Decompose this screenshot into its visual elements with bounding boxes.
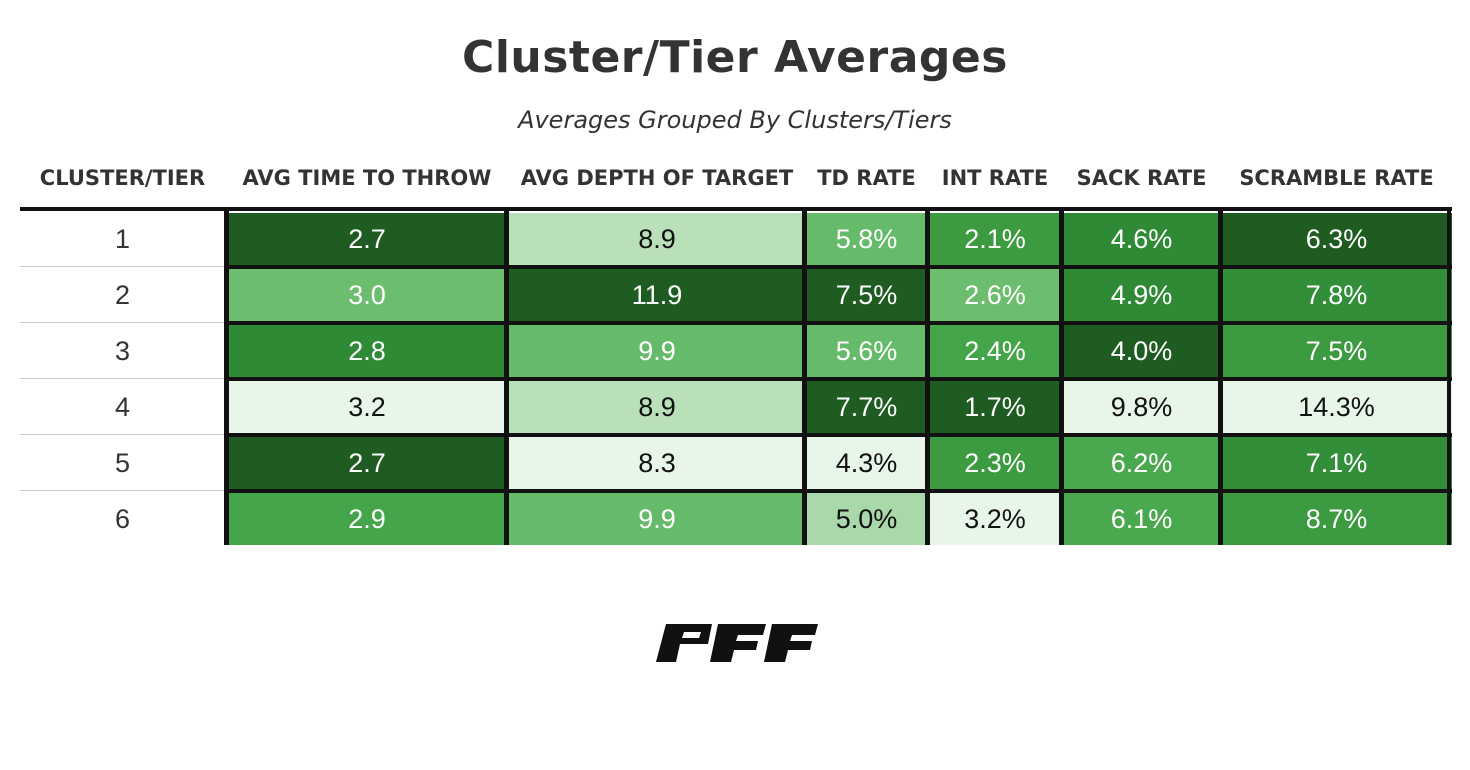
row-divider (20, 434, 225, 435)
table-cell: 4.0% (1062, 325, 1221, 377)
column-separator (802, 211, 807, 545)
column-header: SACK RATE (1076, 166, 1207, 190)
column-header: AVG TIME TO THROW (242, 166, 492, 190)
table-cell: 3.0 (225, 269, 509, 321)
table-cell: 7.5% (805, 269, 928, 321)
column-separator (1059, 211, 1064, 545)
row-divider (20, 322, 225, 323)
table-cell: 8.9 (509, 381, 805, 433)
table-cell: 2.7 (225, 213, 509, 265)
table-cell: 7.7% (805, 381, 928, 433)
table-cell: 2.9 (225, 493, 509, 545)
pff-logo (654, 622, 818, 669)
cell-row-separator (225, 265, 1452, 269)
column-separator (504, 211, 509, 545)
row-label: 5 (114, 448, 131, 478)
table-cell: 7.5% (1221, 325, 1452, 377)
row-divider (20, 266, 225, 267)
table-cell: 7.8% (1221, 269, 1452, 321)
cell-row-separator (225, 433, 1452, 437)
cell-row-separator (225, 377, 1452, 381)
column-header: AVG DEPTH OF TARGET (520, 166, 794, 190)
table-cell: 3.2 (225, 381, 509, 433)
table-cell: 3.2% (928, 493, 1062, 545)
column-header: TD RATE (817, 166, 916, 190)
column-header: INT RATE (941, 166, 1049, 190)
column-separator (925, 211, 930, 545)
table-cell: 11.9 (509, 269, 805, 321)
table-cell: 5.6% (805, 325, 928, 377)
table-cell: 14.3% (1221, 381, 1452, 433)
cell-row-separator (225, 321, 1452, 325)
row-divider (20, 378, 225, 379)
chart-subtitle: Averages Grouped By Clusters/Tiers (518, 106, 952, 134)
table-cell: 7.1% (1221, 437, 1452, 489)
row-label: 4 (114, 392, 131, 422)
table-cell: 6.2% (1062, 437, 1221, 489)
table-cell: 4.9% (1062, 269, 1221, 321)
row-label: 2 (114, 280, 131, 310)
table-cell: 2.3% (928, 437, 1062, 489)
table-cell: 9.9 (509, 325, 805, 377)
column-separator (224, 211, 229, 545)
header-divider (20, 207, 1452, 211)
column-separator (1218, 211, 1223, 545)
row-label: 1 (114, 224, 131, 254)
row-divider (20, 490, 225, 491)
column-header: CLUSTER/TIER (39, 166, 206, 190)
table-cell: 4.3% (805, 437, 928, 489)
table-cell: 5.0% (805, 493, 928, 545)
table-cell: 8.7% (1221, 493, 1452, 545)
table-cell: 2.1% (928, 213, 1062, 265)
cell-row-separator (225, 489, 1452, 493)
table-cell: 2.8 (225, 325, 509, 377)
table-cell: 5.8% (805, 213, 928, 265)
column-header: SCRAMBLE RATE (1239, 166, 1434, 190)
table-cell: 8.9 (509, 213, 805, 265)
table-cell: 2.4% (928, 325, 1062, 377)
column-separator (1447, 211, 1451, 545)
table-cell: 4.6% (1062, 213, 1221, 265)
row-label: 3 (114, 336, 131, 366)
table-cell: 1.7% (928, 381, 1062, 433)
pff-logo-graphic (656, 624, 818, 662)
table-cell: 2.6% (928, 269, 1062, 321)
row-label: 6 (114, 504, 131, 534)
table-cell: 6.3% (1221, 213, 1452, 265)
chart-title: Cluster/Tier Averages (462, 32, 1008, 83)
table-cell: 9.9 (509, 493, 805, 545)
table-cell: 9.8% (1062, 381, 1221, 433)
table-cell: 2.7 (225, 437, 509, 489)
table-cell: 6.1% (1062, 493, 1221, 545)
table-cell: 8.3 (509, 437, 805, 489)
